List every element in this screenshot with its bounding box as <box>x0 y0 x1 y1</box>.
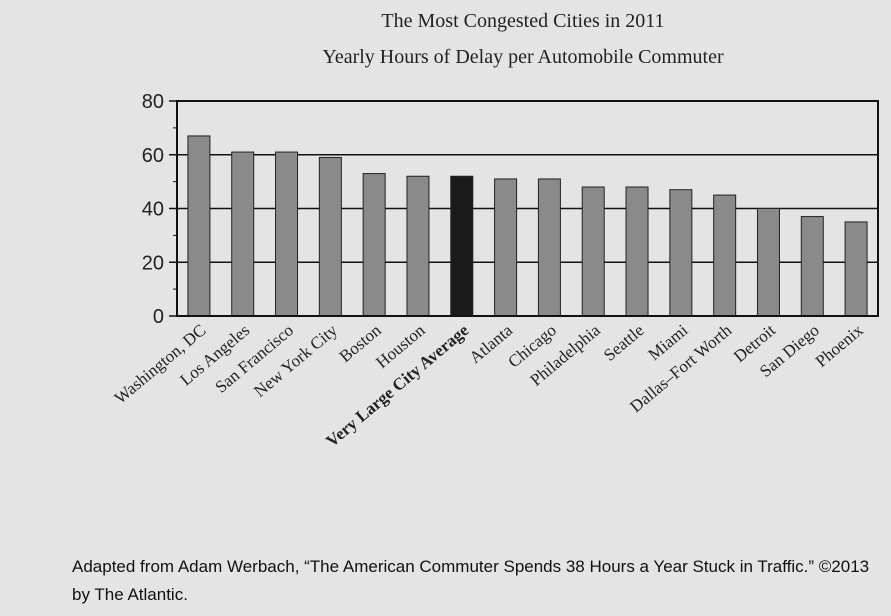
bar <box>581 186 605 317</box>
plot-frame <box>176 100 879 317</box>
bar <box>318 156 342 317</box>
bar <box>669 189 693 317</box>
bar <box>494 178 518 317</box>
bar <box>756 208 780 317</box>
bar <box>844 221 868 317</box>
y-tick-label: 60 <box>142 145 164 167</box>
bar-chart: The Most Congested Cities in 2011 Yearly… <box>111 10 879 451</box>
source-citation: Adapted from Adam Werbach, “The American… <box>72 557 870 604</box>
bar <box>187 135 211 317</box>
chart-title: The Most Congested Cities in 2011 <box>381 10 664 32</box>
bar <box>450 175 474 317</box>
bar <box>625 186 649 317</box>
y-tick-label: 80 <box>142 91 164 113</box>
y-tick-label: 20 <box>142 252 164 274</box>
x-tick-label: Phoenix <box>812 320 867 371</box>
y-tick-label: 0 <box>153 306 164 328</box>
bar <box>537 178 561 317</box>
bar <box>275 151 299 317</box>
bar <box>406 175 430 317</box>
x-tick-label: Seattle <box>600 321 648 365</box>
bar <box>713 194 737 317</box>
y-tick-label: 40 <box>142 199 164 221</box>
chart-subtitle: Yearly Hours of Delay per Automobile Com… <box>322 46 724 68</box>
bar <box>800 216 824 317</box>
bar <box>362 173 386 317</box>
bar <box>231 151 255 317</box>
